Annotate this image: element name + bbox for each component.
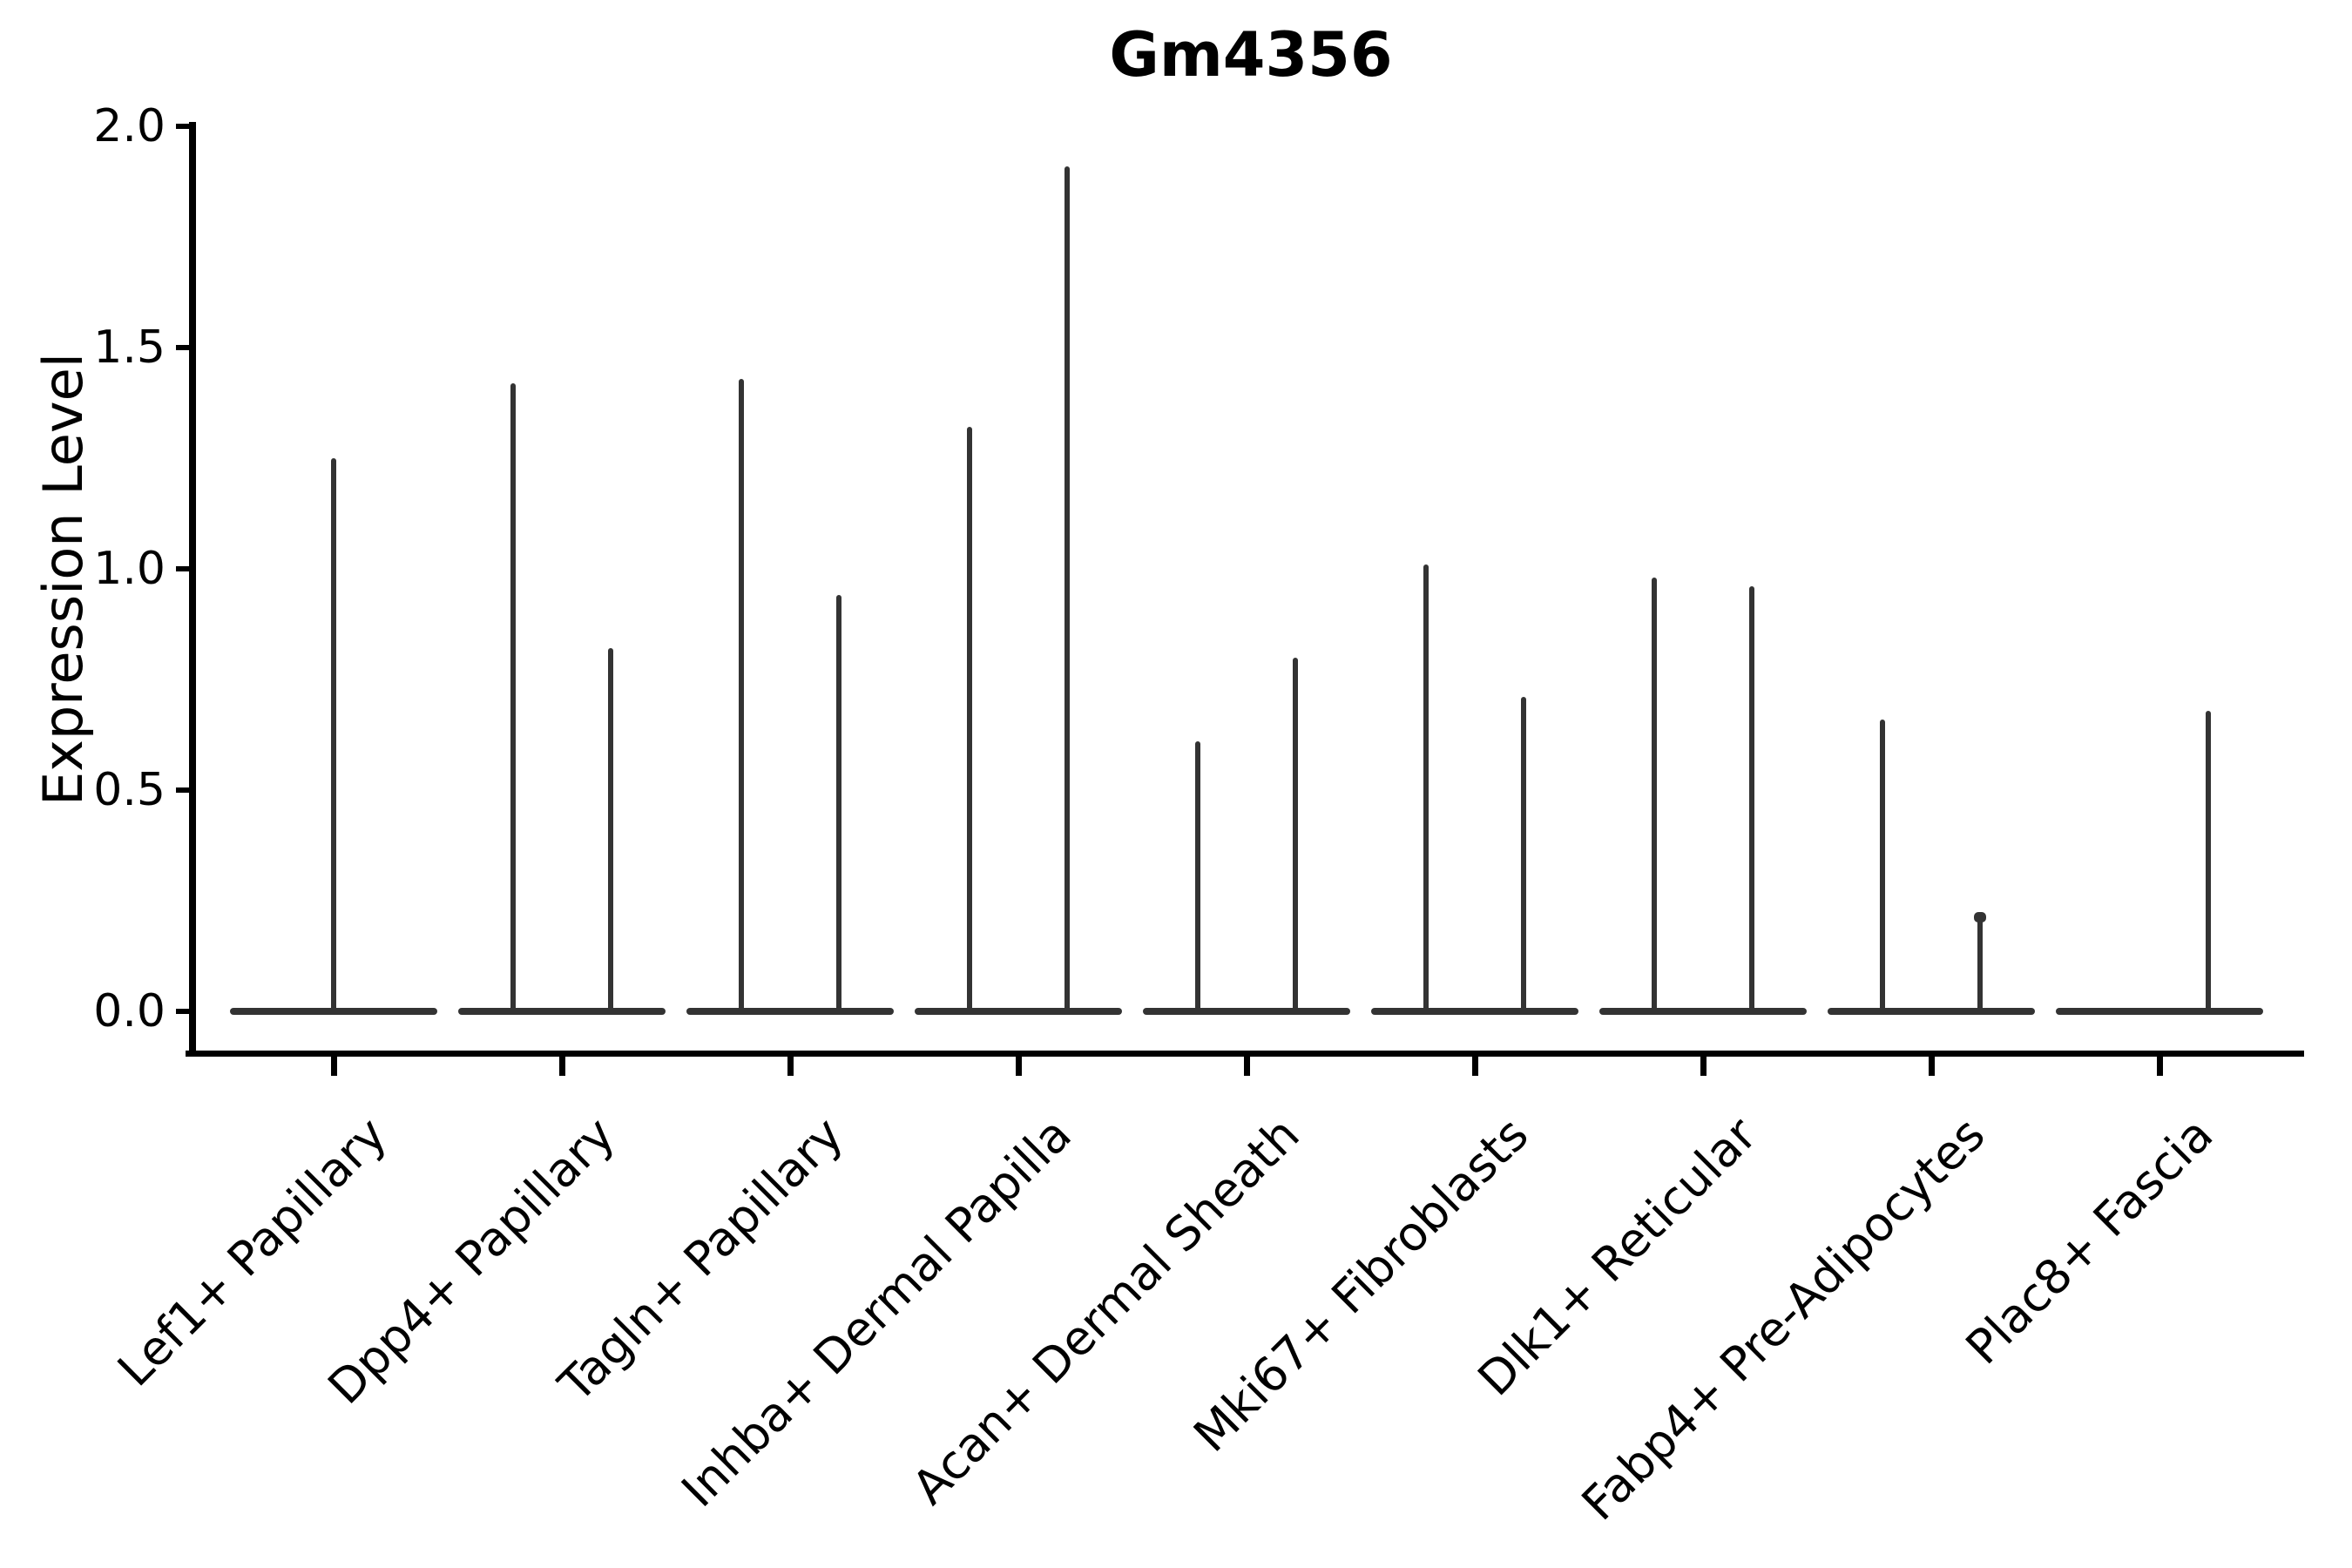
x-tick-label: Inhba+ Dermal Papilla [671,1106,1083,1518]
violin-spike [739,378,744,1014]
violin-baseline [458,1008,666,1015]
y-tick-mark [176,566,189,571]
y-tick-label: 2.0 [93,100,166,152]
violin-baseline [1143,1008,1350,1015]
violin-knob [1974,912,1986,923]
y-tick-mark [176,1009,189,1014]
violin-spike [1423,564,1429,1014]
violin-spike [967,427,972,1014]
x-tick-label: Plac8+ Fascia [1955,1106,2224,1375]
x-tick-mark [1243,1057,1250,1076]
violin-spike [836,595,841,1014]
violin-spike [1293,657,1298,1014]
violin-baseline [1599,1008,1807,1015]
violin-spike [1977,914,1983,1014]
violin-spike [1195,741,1200,1014]
x-tick-mark [1700,1057,1707,1076]
violin-spike [1749,586,1754,1014]
violin-spike [1064,166,1070,1014]
violin-baseline [2056,1008,2263,1015]
x-tick-label: Fabp4+ Pre-Adipocytes [1571,1106,1996,1531]
violin-spike [2206,710,2211,1014]
y-tick-mark [176,124,189,129]
y-tick-label: 1.5 [93,321,166,374]
y-tick-mark [176,345,189,350]
x-tick-mark [2156,1057,2163,1076]
violin-baseline [686,1008,894,1015]
x-tick-mark [1015,1057,1022,1076]
violin-baseline [1828,1008,2035,1015]
y-tick-mark [176,787,189,793]
x-tick-mark [558,1057,565,1076]
x-tick-mark [1471,1057,1478,1076]
x-tick-mark [1928,1057,1935,1076]
violin-spike [1521,697,1526,1014]
chart-title: Gm4356 [1109,19,1393,91]
y-tick-label: 0.5 [93,764,166,816]
violin-baseline [915,1008,1122,1015]
violin-spike [608,648,613,1014]
x-tick-label: Acan+ Dermal Sheath [902,1106,1311,1516]
violin-baseline [1371,1008,1578,1015]
x-tick-mark [330,1057,337,1076]
y-tick-label: 0.0 [93,985,166,1037]
x-tick-mark [787,1057,794,1076]
y-axis-spine [189,122,196,1057]
y-tick-label: 1.0 [93,543,166,595]
violin-spike [1652,578,1657,1014]
x-axis-spine [186,1051,2304,1057]
violin-spike [1880,719,1885,1014]
violin-spike [510,382,516,1014]
violin-spike [331,458,336,1014]
